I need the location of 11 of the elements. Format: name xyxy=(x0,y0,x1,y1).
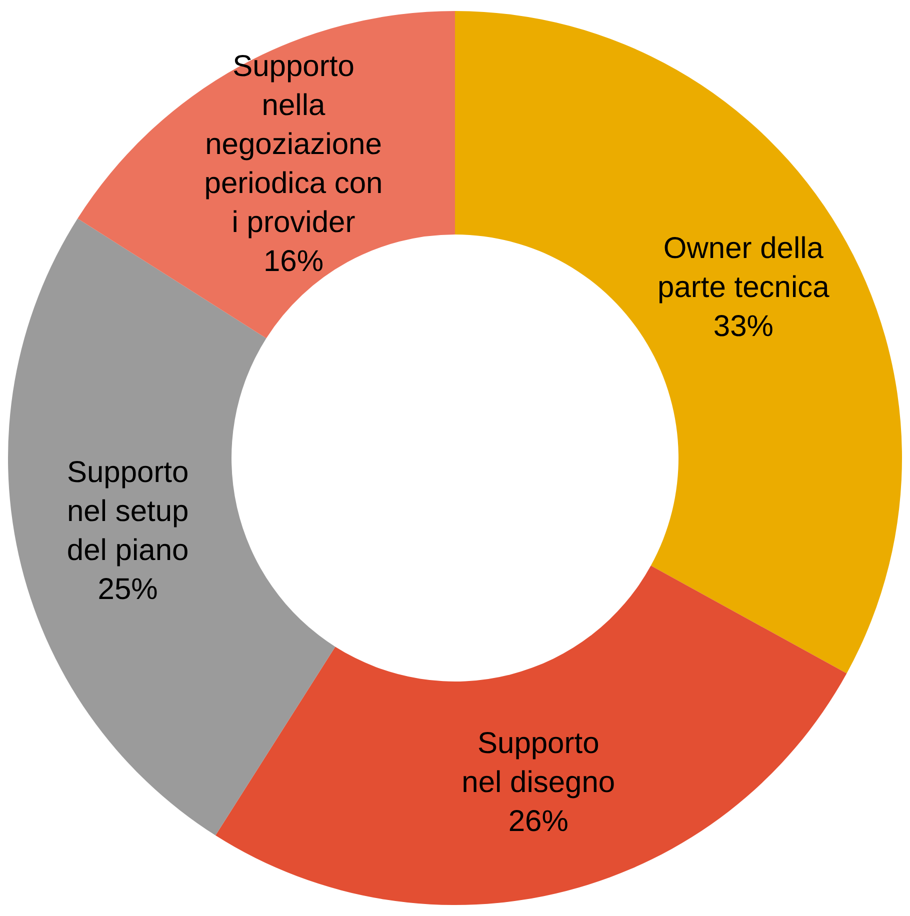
data-label: 26% xyxy=(508,805,568,838)
slice-label: Owner della parte tecnica xyxy=(658,232,830,304)
donut-slice xyxy=(78,11,455,338)
slice-label: Supporto nel setup del piano xyxy=(66,456,189,568)
donut-slice xyxy=(215,566,847,904)
data-label: 16% xyxy=(263,245,324,278)
donut-slice xyxy=(455,11,902,674)
data-label: 33% xyxy=(713,310,774,343)
data-label: 25% xyxy=(98,573,158,606)
slice-label: Supporto nel disegno xyxy=(462,727,616,800)
slice-label: Supporto nella negoziazione periodica con i provider xyxy=(204,50,383,240)
